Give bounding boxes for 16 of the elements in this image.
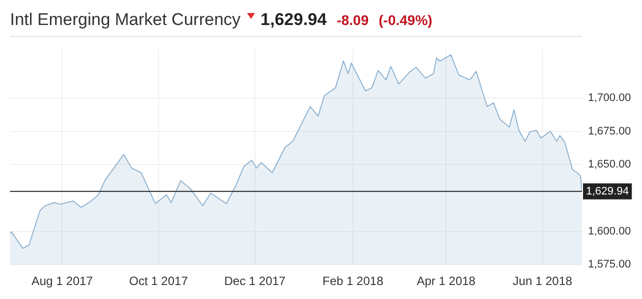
y-tick-label: 1,675.00 xyxy=(588,125,631,138)
x-tick-label: Aug 1 2017 xyxy=(31,274,94,288)
chart-title: Intl Emerging Market Currency xyxy=(10,10,241,30)
y-tick-label: 1,700.00 xyxy=(588,92,631,104)
x-tick-label: Jun 1 2018 xyxy=(512,274,573,288)
text: (-0.49%) xyxy=(378,12,432,28)
text: 1,629.94 xyxy=(260,10,327,29)
y-tick-label: 1,650.00 xyxy=(588,158,631,171)
ref-line-label: 1,629.94 xyxy=(586,185,629,198)
x-tick-label: Apr 1 2018 xyxy=(416,274,476,288)
y-tick-label: 1,600.00 xyxy=(588,225,631,238)
text: -8.09 xyxy=(336,12,369,28)
x-tick-label: Feb 1 2018 xyxy=(322,274,384,288)
y-tick-label: 1,575.00 xyxy=(588,258,631,271)
x-tick-label: Dec 1 2017 xyxy=(224,274,286,288)
x-tick-label: Oct 1 2017 xyxy=(129,274,188,288)
